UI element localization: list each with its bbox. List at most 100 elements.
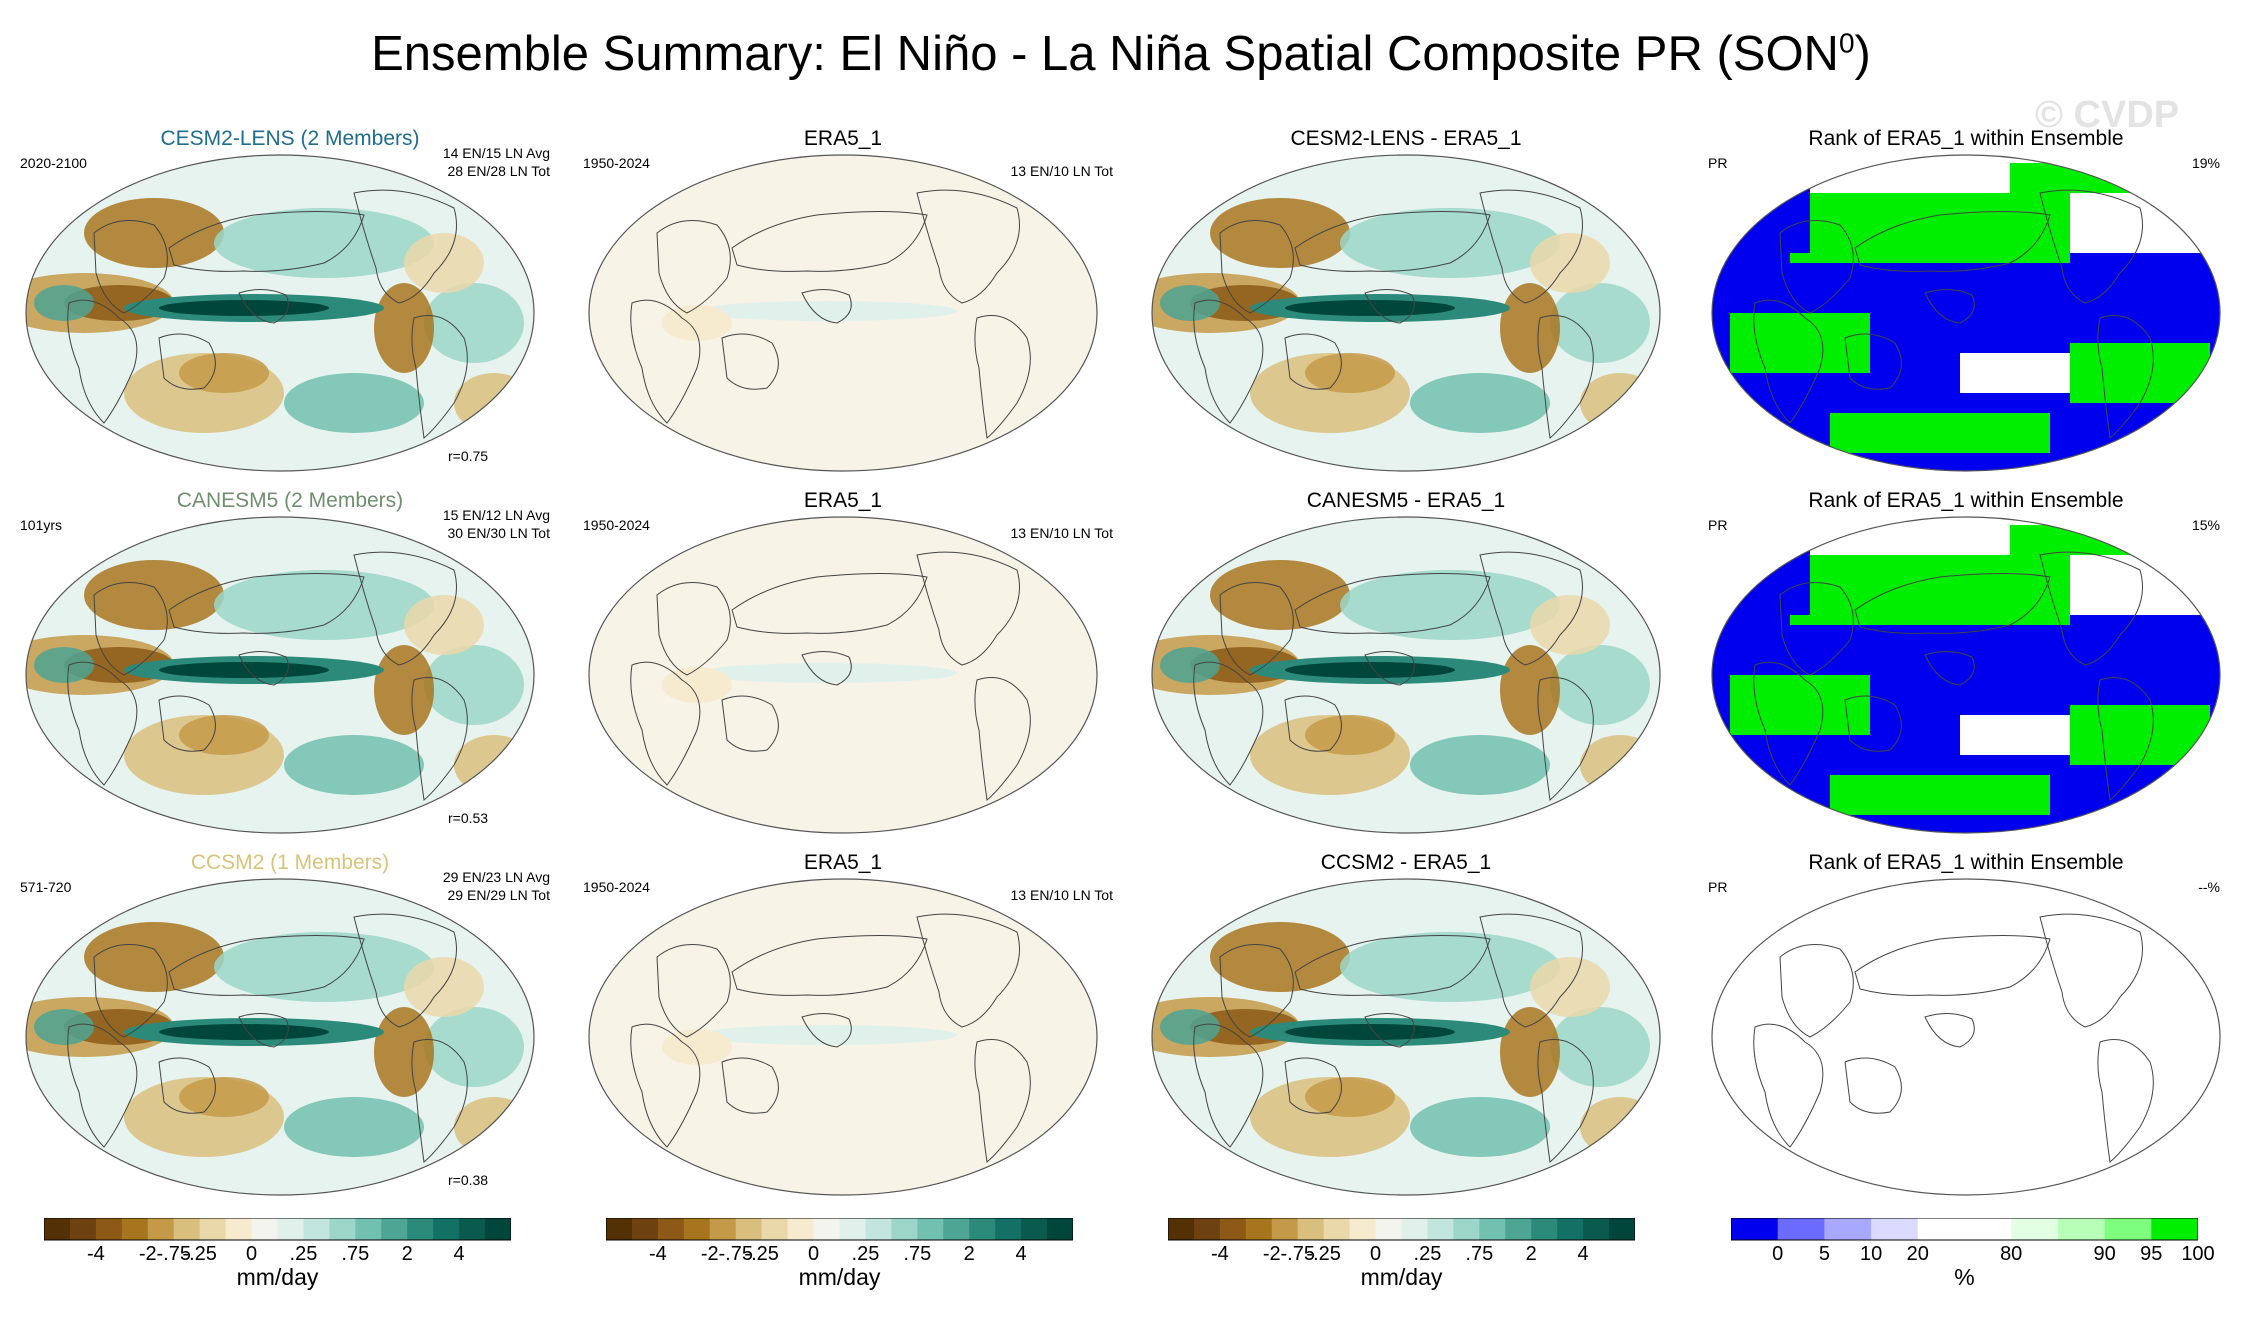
colorbar-swatch xyxy=(2104,1218,2152,1240)
field-blob xyxy=(454,1097,534,1157)
map-outline xyxy=(1151,516,1661,834)
colorbar-swatch xyxy=(1505,1218,1532,1240)
coastline xyxy=(93,220,168,314)
field-blob xyxy=(374,283,434,373)
obs-years: 1950-2024 xyxy=(583,155,650,171)
field-blob xyxy=(84,198,224,268)
coastline xyxy=(353,189,457,304)
colorbar-swatch xyxy=(121,1218,149,1240)
model-en-avg: 14 EN/15 LN Avg xyxy=(442,145,550,161)
coastline xyxy=(1364,651,1415,686)
colorbar-tick-label: -4 xyxy=(648,1243,667,1265)
field-blob xyxy=(1160,285,1220,321)
colorbar-tick-label: .75 xyxy=(341,1243,370,1265)
coastline xyxy=(2039,551,2143,666)
field-blob xyxy=(1210,560,1350,630)
model-en-tot: 30 EN/30 LN Tot xyxy=(447,525,550,541)
watermark: © CVDP xyxy=(2035,94,2180,136)
rank-percent: 19% xyxy=(2191,155,2220,171)
colorbar-tick-label: .75 xyxy=(903,1243,932,1265)
obs-en-tot: 13 EN/10 LN Tot xyxy=(1010,525,1113,541)
coastline xyxy=(1284,695,1342,752)
coastline xyxy=(1294,211,1491,272)
obs-map xyxy=(588,516,1098,834)
colorbar-tick-label: 0 xyxy=(1772,1243,1784,1265)
map-field xyxy=(26,155,534,471)
coastline xyxy=(731,573,928,634)
field-blob xyxy=(1305,715,1395,755)
rank-percent: 15% xyxy=(2191,517,2220,533)
colorbar-frame xyxy=(606,1218,1073,1241)
pr-colorbar xyxy=(1168,1218,1635,1241)
coastline xyxy=(1537,315,1594,439)
model-title: CANESM5 (2 Members) xyxy=(176,489,404,512)
field-blob xyxy=(1340,208,1560,278)
colorbar-swatch xyxy=(225,1218,253,1240)
colorbar-unit: % xyxy=(1954,1264,1975,1290)
coastline xyxy=(630,661,701,786)
coastline xyxy=(656,582,731,676)
colorbar-swatch xyxy=(44,1218,71,1240)
obs-title: ERA5_1 xyxy=(803,127,883,150)
coastline xyxy=(1854,211,2051,272)
pattern-correlation: r=0.53 xyxy=(448,810,489,826)
field-blob xyxy=(1340,570,1560,640)
field-blob xyxy=(284,373,424,433)
colorbar-swatch xyxy=(147,1218,175,1240)
colorbar-swatch xyxy=(1168,1218,1195,1240)
colorbar-frame xyxy=(44,1218,511,1241)
colorbar-swatch xyxy=(943,1218,970,1240)
colorbar-swatch xyxy=(277,1218,304,1240)
model-map xyxy=(25,878,535,1196)
map-field xyxy=(1152,155,1660,471)
field-blob xyxy=(424,1007,524,1087)
field-background xyxy=(1712,879,2220,1195)
field-blob xyxy=(454,373,534,433)
coastline xyxy=(353,913,457,1028)
colorbar-swatch xyxy=(631,1218,659,1240)
rank-cell xyxy=(2070,343,2210,403)
colorbar-tick-label: -.75 xyxy=(1280,1243,1315,1265)
coastline xyxy=(2039,913,2143,1028)
colorbar-tick-label: 4 xyxy=(453,1243,465,1265)
coastline xyxy=(1779,944,1854,1038)
map-field xyxy=(589,155,1097,471)
field-blob xyxy=(662,1029,732,1065)
colorbar-unit: mm/day xyxy=(236,1264,319,1290)
colorbar-swatch xyxy=(683,1218,711,1240)
colorbar-swatch xyxy=(173,1218,201,1240)
figure-title: Ensemble Summary: El Niño - La Niña Spat… xyxy=(371,27,1871,81)
field-blob xyxy=(1305,1077,1395,1117)
field-blob xyxy=(1210,198,1350,268)
coastline xyxy=(1479,189,1583,304)
colorbar-swatch xyxy=(1479,1218,1506,1240)
colorbar-tick-label: 2 xyxy=(1525,1243,1537,1265)
rank-cell xyxy=(1960,715,2070,755)
coastline xyxy=(974,1039,1031,1163)
colorbar-tick-label: -2 xyxy=(700,1243,719,1265)
colorbar-swatch xyxy=(1917,1218,1965,1240)
colorbar-frame xyxy=(1731,1218,2198,1241)
field-blob xyxy=(404,233,484,293)
colorbar-tick-label: 10 xyxy=(1859,1243,1883,1265)
field-blob xyxy=(1160,1009,1220,1045)
coastline xyxy=(1854,935,2051,996)
model-en-tot: 29 EN/29 LN Tot xyxy=(447,887,550,903)
colorbar-swatch xyxy=(199,1218,227,1240)
colorbar-swatch xyxy=(1453,1218,1480,1240)
colorbar-tick-label: 100 xyxy=(2181,1243,2215,1265)
colorbar-tick-label: .75 xyxy=(1465,1243,1494,1265)
field-blob xyxy=(1500,1007,1560,1097)
field-blob xyxy=(1500,645,1560,735)
model-years: 2020-2100 xyxy=(20,155,87,171)
coastline xyxy=(731,211,928,272)
field-blob xyxy=(1500,283,1560,373)
map-outline xyxy=(25,878,535,1196)
coastline xyxy=(1924,651,1975,686)
rank-title: Rank of ERA5_1 within Ensemble xyxy=(1808,851,2124,874)
field-blob xyxy=(374,645,434,735)
obs-map xyxy=(588,878,1098,1196)
rank-cell xyxy=(1960,353,2070,393)
map-field xyxy=(1712,879,2220,1195)
coastline xyxy=(731,935,928,996)
